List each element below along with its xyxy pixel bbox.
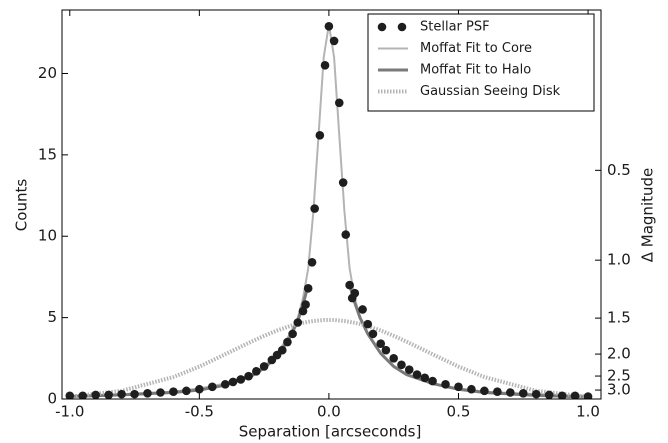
data-point — [298, 306, 308, 316]
legend-marker — [397, 22, 407, 32]
data-point — [301, 300, 310, 309]
data-point — [397, 360, 406, 370]
y-tick-label: 20 — [38, 64, 57, 82]
y-tick-label: 15 — [38, 145, 57, 163]
data-point — [236, 375, 246, 384]
x-tick-label: 0.0 — [317, 403, 341, 421]
y-tick-label: 0 — [47, 390, 57, 408]
data-point — [389, 354, 398, 363]
data-point — [169, 387, 178, 396]
x-tick-label: -0.5 — [185, 403, 214, 421]
data-point — [156, 388, 165, 397]
legend-label: Gaussian Seeing Disk — [420, 84, 561, 99]
data-point — [441, 380, 450, 389]
data-point — [368, 329, 378, 339]
data-point — [259, 362, 269, 371]
data-point — [404, 365, 414, 375]
data-point — [557, 391, 567, 399]
data-point — [182, 386, 191, 396]
data-point — [518, 389, 528, 398]
y-tick-label: 5 — [47, 308, 57, 326]
data-point — [329, 36, 339, 46]
data-point — [195, 384, 204, 394]
data-point — [143, 389, 152, 398]
data-point — [293, 318, 303, 327]
data-point — [420, 373, 430, 383]
data-point — [480, 386, 489, 396]
plot-frame — [61, 9, 602, 400]
data-point — [283, 337, 292, 347]
data-point — [303, 284, 313, 293]
data-point — [570, 391, 580, 399]
data-point — [324, 21, 334, 31]
data-point — [358, 305, 367, 314]
data-point — [363, 319, 373, 329]
data-point — [454, 382, 463, 392]
data-point — [320, 61, 330, 70]
data-point — [350, 288, 360, 298]
data-point — [544, 390, 554, 399]
data-point — [220, 380, 230, 389]
data-point — [341, 230, 351, 239]
data-point — [228, 377, 238, 387]
data-point — [91, 390, 100, 399]
legend-marker — [377, 22, 387, 32]
data-point — [381, 345, 391, 355]
y2-tick-label: 1.0 — [607, 251, 631, 269]
data-point — [207, 382, 217, 392]
y2-tick-label: 2.5 — [607, 367, 631, 385]
x-tick-label: -1.0 — [55, 403, 84, 421]
data-point — [307, 257, 317, 267]
y-tick-label: 10 — [38, 227, 57, 245]
data-point — [130, 389, 139, 399]
data-point — [288, 329, 297, 339]
data-point — [345, 280, 354, 290]
data-point — [376, 339, 386, 348]
data-point — [104, 390, 113, 399]
data-point — [267, 355, 277, 365]
data-point — [428, 376, 437, 386]
y2-tick-label: 2.0 — [607, 345, 631, 363]
data-point — [65, 391, 75, 399]
line-series — [69, 284, 589, 399]
legend-label: Stellar PSF — [420, 20, 490, 35]
line-series — [69, 318, 589, 399]
data-point — [315, 131, 325, 140]
legend-label: Moffat Fit to Core — [420, 41, 532, 56]
y2-tick-label: 1.5 — [607, 309, 631, 327]
y-axis-label: Counts — [13, 179, 31, 232]
x-tick-label: 0.5 — [447, 403, 471, 421]
y2-tick-label: 0.5 — [607, 161, 631, 179]
legend: Stellar PSF Moffat Fit to Core Moffat Fit … — [367, 13, 595, 112]
y2-axis-label: Δ Magnitude — [639, 168, 657, 263]
data-point — [78, 391, 88, 399]
data-point — [117, 389, 126, 399]
data-point — [334, 98, 344, 108]
data-point — [244, 371, 253, 381]
data-point — [412, 370, 422, 379]
plot-area — [65, 21, 593, 399]
x-tick-label: 1.0 — [576, 403, 600, 421]
data-point — [252, 367, 261, 376]
data-point — [338, 178, 348, 187]
data-point — [493, 387, 502, 396]
data-point — [506, 388, 515, 397]
data-point — [531, 389, 541, 399]
x-axis-label: Separation [arcseconds] — [239, 423, 422, 441]
data-point — [583, 392, 593, 399]
data-point — [310, 204, 319, 213]
data-point — [467, 384, 476, 394]
legend-box — [367, 13, 595, 112]
y2-tick-label: 3.0 — [607, 381, 631, 399]
legend-label: Moffat Fit to Halo — [420, 63, 531, 78]
